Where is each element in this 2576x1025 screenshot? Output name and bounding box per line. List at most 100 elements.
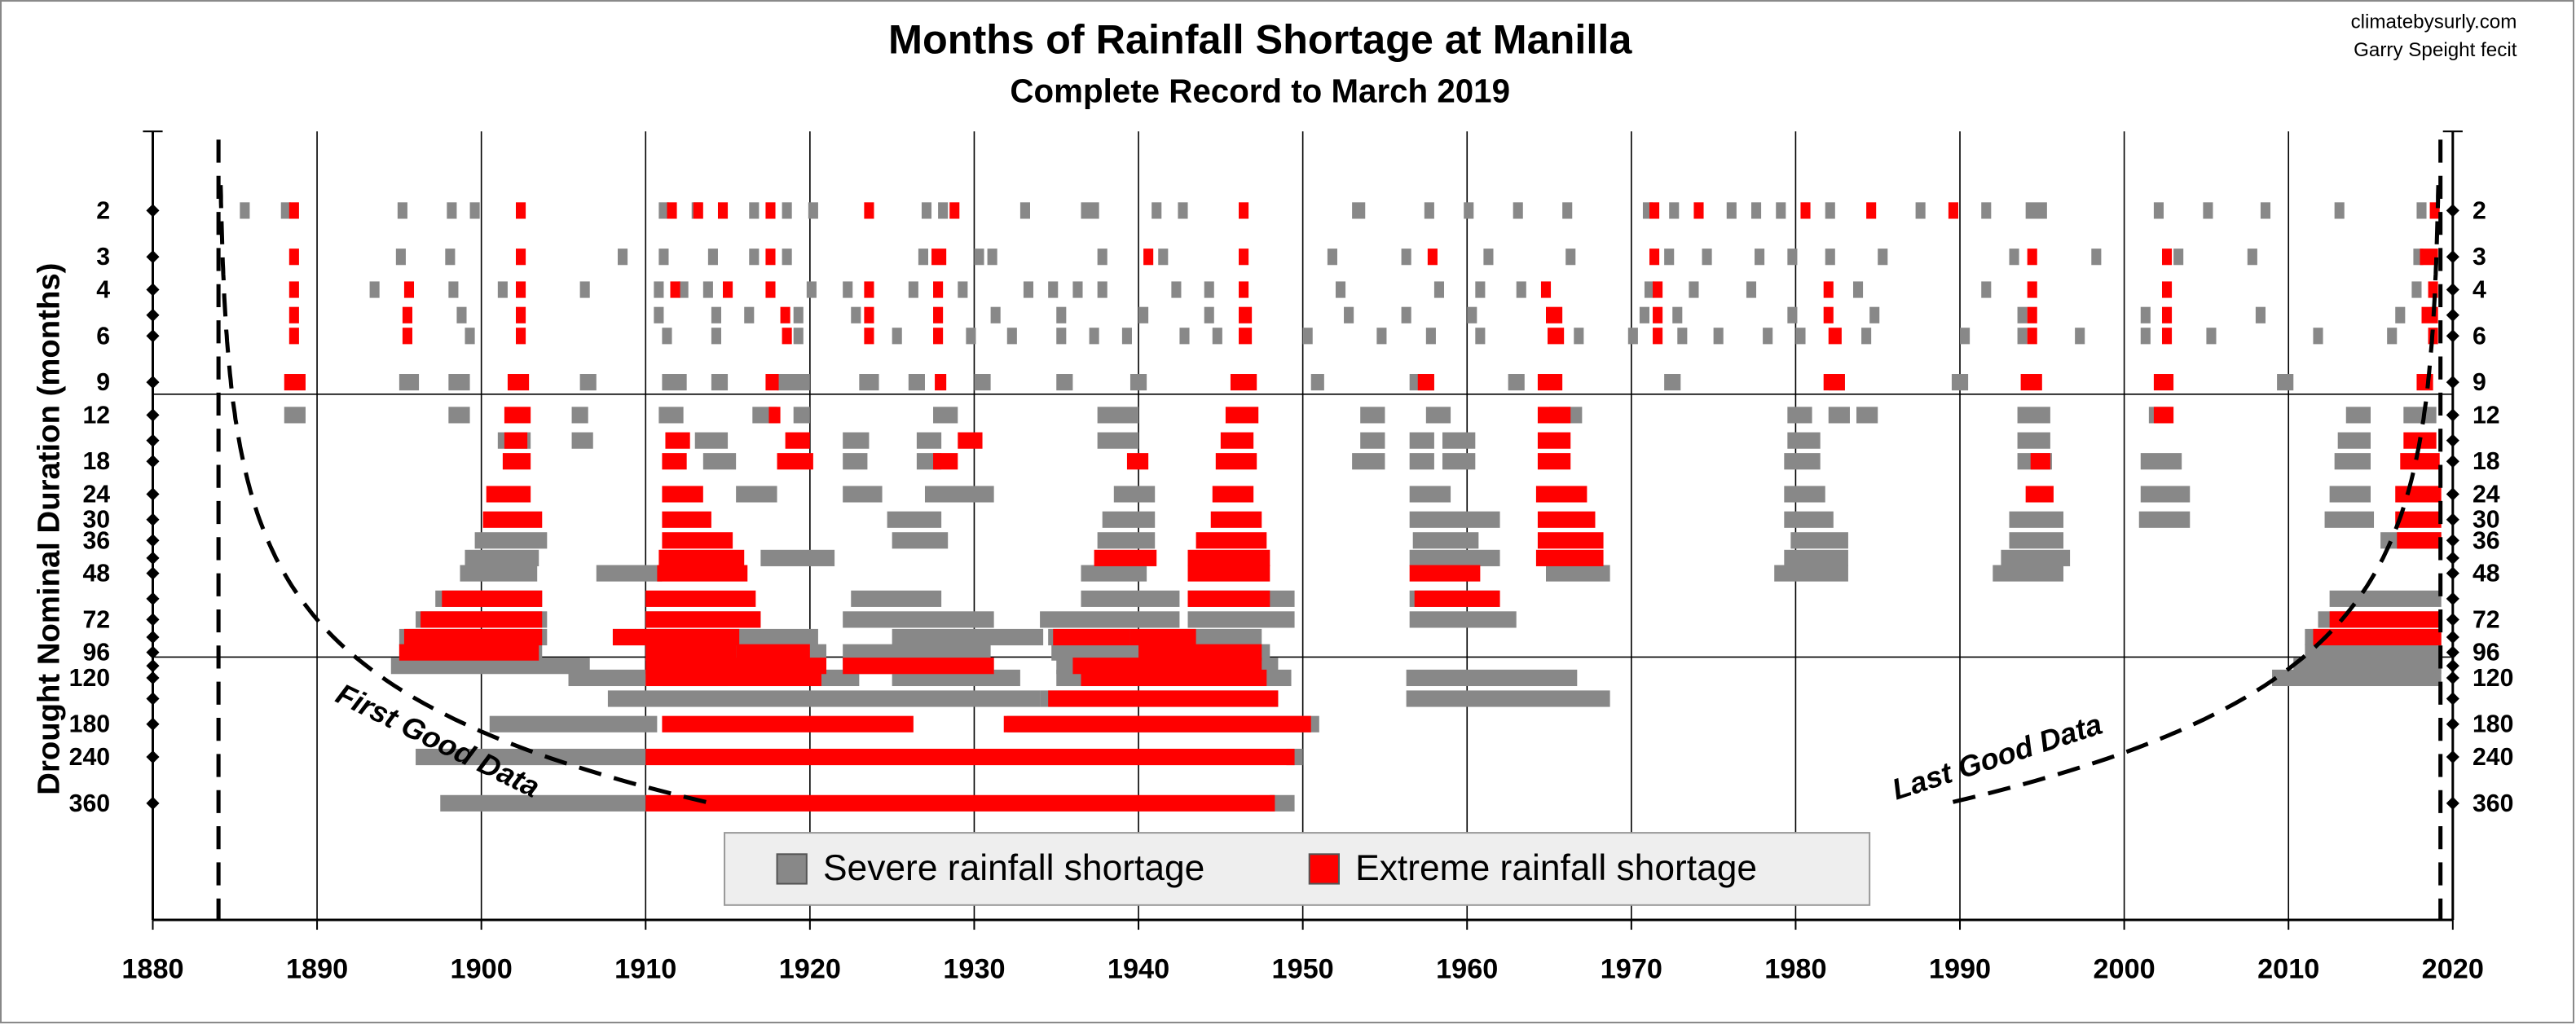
shortage-bar (1089, 328, 1099, 345)
shortage-bar (1129, 628, 1196, 646)
y-tick-label: 36 (82, 527, 110, 554)
shortage-bar (288, 281, 299, 298)
shortage-bar (658, 549, 745, 566)
shortage-bar (1053, 628, 1130, 646)
shortage-bar (516, 328, 526, 345)
shortage-bar (2395, 511, 2442, 528)
shortage-bar (736, 486, 777, 503)
shortage-bar (887, 511, 942, 528)
shortage-bar (448, 374, 470, 391)
shortage-bar (2313, 628, 2442, 646)
shortage-bar (1784, 453, 1821, 470)
shortage-bar (1677, 328, 1688, 345)
shortage-bar (1746, 281, 1757, 298)
shortage-bar (1302, 328, 1313, 345)
y-tick-label: 3 (96, 244, 110, 271)
shortage-bar (2020, 374, 2042, 391)
shortage-bar (1562, 202, 1573, 219)
shortage-bar (1784, 549, 1848, 566)
y-tick (146, 512, 160, 526)
shortage-bar (1056, 374, 1073, 391)
y-tick (2446, 204, 2459, 218)
x-tick-label: 1910 (614, 953, 676, 984)
shortage-bar (416, 748, 646, 766)
y-tick (146, 283, 160, 297)
shortage-bar (793, 328, 804, 345)
shortage-bar (808, 202, 818, 219)
shortage-bar (2400, 453, 2440, 470)
y-tick (2446, 692, 2459, 706)
shortage-bar (1425, 407, 1451, 424)
x-tick-label: 2020 (2422, 953, 2484, 984)
shortage-bar (516, 249, 526, 266)
shortage-bar (1097, 432, 1139, 449)
y-tick (146, 796, 160, 810)
shortage-bar (2027, 306, 2037, 323)
shortage-bar (1981, 281, 1992, 298)
shortage-bar (2017, 328, 2028, 345)
legend-box (724, 832, 1871, 906)
shortage-bar (1187, 565, 1270, 582)
shortage-bar (1081, 590, 1180, 607)
shortage-bar (1215, 453, 1257, 470)
shortage-bar (1537, 453, 1571, 470)
shortage-bar (1113, 486, 1156, 503)
shortage-bar (617, 249, 628, 266)
shortage-bar (1508, 374, 1525, 391)
shortage-bar (1220, 432, 1254, 449)
y-tick-label: 30 (82, 507, 110, 534)
shortage-bar (1774, 565, 1848, 582)
shortage-bar (645, 644, 737, 661)
x-tick-label: 1970 (1601, 953, 1662, 984)
y-tick-label: 3 (2473, 244, 2486, 271)
shortage-bar (1546, 306, 1563, 323)
shortage-bar (1230, 374, 1257, 391)
shortage-bar (658, 249, 669, 266)
y-tick (146, 551, 160, 565)
shortage-bar (843, 281, 853, 298)
shortage-bar (1726, 202, 1737, 219)
shortage-bar (1513, 202, 1523, 219)
shortage-bar (765, 281, 776, 298)
shortage-bar (658, 407, 684, 424)
shortage-bar (916, 432, 942, 449)
y-tick (2446, 796, 2459, 810)
shortage-bar (1828, 328, 1842, 345)
shortage-bar (2009, 249, 2019, 266)
y-tick-label: 180 (69, 711, 110, 738)
shortage-bar (1981, 202, 1992, 219)
x-tick-label: 1880 (121, 953, 183, 984)
shortage-bar (1627, 328, 1638, 345)
shortage-bar (662, 486, 703, 503)
shortage-bar (1787, 432, 1821, 449)
y-tick (2446, 408, 2459, 422)
shortage-bar (1993, 565, 2064, 582)
shortage-bar (288, 328, 299, 345)
shortage-bar (662, 374, 687, 391)
shortage-bar (2153, 407, 2174, 424)
y-tick-label: 96 (2473, 640, 2500, 666)
y-tick (2446, 645, 2459, 659)
y-tick (2446, 487, 2459, 501)
site-credit: climatebysurly.com (2351, 11, 2517, 33)
shortage-bar (1178, 202, 1188, 219)
shortage-bar (1335, 281, 1346, 298)
shortage-bar (1763, 328, 1773, 345)
shortage-bar (579, 281, 590, 298)
y-tick (146, 250, 160, 264)
shortage-bar (502, 453, 531, 470)
shortage-bar (2387, 328, 2398, 345)
shortage-bar (1019, 202, 1030, 219)
shortage-bar (2272, 669, 2442, 687)
shortage-bar (1442, 453, 1476, 470)
shortage-bar (1327, 249, 1337, 266)
shortage-bar (1664, 249, 1675, 266)
x-tick-label: 1900 (451, 953, 513, 984)
shortage-bar (2334, 202, 2345, 219)
shortage-bar (2277, 374, 2294, 391)
shortage-bar (843, 453, 868, 470)
shortage-bar (1861, 328, 1872, 345)
shortage-bar (1171, 281, 1182, 298)
shortage-bar (924, 486, 994, 503)
legend-label: Severe rainfall shortage (823, 848, 1204, 888)
